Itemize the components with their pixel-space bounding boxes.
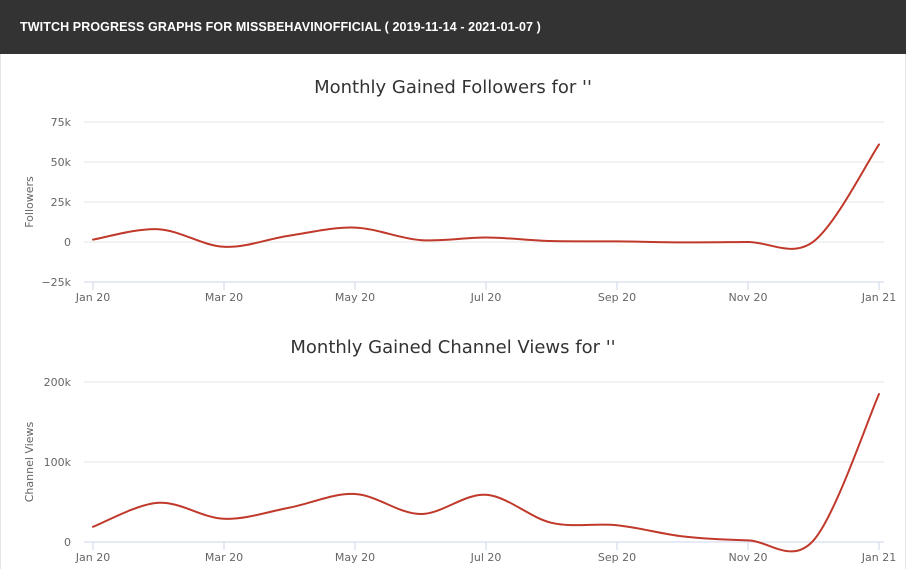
chart-2: Monthly Gained Channel Views for '' Chann… xyxy=(23,337,896,564)
y-tick-label: 75k xyxy=(51,116,72,129)
series-line xyxy=(92,143,880,250)
y-tick-label: 25k xyxy=(51,196,72,209)
page-header-title: TWITCH PROGRESS GRAPHS FOR MISSBEHAVINOF… xyxy=(20,20,541,34)
x-tick-label: May 20 xyxy=(335,291,375,304)
x-tick-label: Nov 20 xyxy=(729,551,768,564)
y-tick-label: 100k xyxy=(44,456,72,469)
x-tick-label: Jul 20 xyxy=(470,551,502,564)
x-tick-label: Jan 21 xyxy=(861,291,896,304)
chart-title: Monthly Gained Channel Views for '' xyxy=(290,337,615,358)
y-tick-label: 0 xyxy=(64,536,71,549)
y-tick-label: 0 xyxy=(64,236,71,249)
chart-1: Monthly Gained Followers for '' Followers… xyxy=(23,77,896,304)
page-header: TWITCH PROGRESS GRAPHS FOR MISSBEHAVINOF… xyxy=(0,0,906,54)
x-tick-label: Jul 20 xyxy=(470,291,502,304)
series-line xyxy=(92,393,880,553)
x-tick-label: Jan 20 xyxy=(75,551,110,564)
x-tick-label: Sep 20 xyxy=(598,551,636,564)
charts-panel xyxy=(0,54,906,569)
y-tick-label: 200k xyxy=(44,376,72,389)
y-tick-label: 50k xyxy=(51,156,72,169)
x-tick-label: Nov 20 xyxy=(729,291,768,304)
x-tick-label: Mar 20 xyxy=(205,291,243,304)
y-tick-label: −25k xyxy=(41,276,71,289)
chart-title: Monthly Gained Followers for '' xyxy=(314,77,592,98)
x-tick-label: Mar 20 xyxy=(205,551,243,564)
y-axis-title: Channel Views xyxy=(23,421,36,502)
x-tick-label: Jan 20 xyxy=(75,291,110,304)
x-tick-label: Sep 20 xyxy=(598,291,636,304)
y-axis-title: Followers xyxy=(23,176,36,228)
x-tick-label: May 20 xyxy=(335,551,375,564)
x-tick-label: Jan 21 xyxy=(861,551,896,564)
